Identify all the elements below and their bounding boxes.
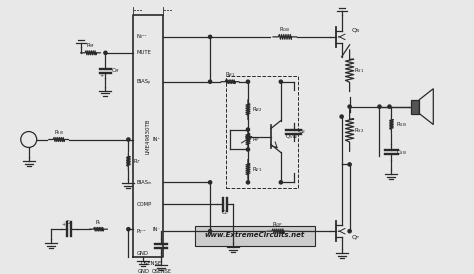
Text: IN⁻: IN⁻ <box>152 227 160 232</box>
Text: C$_{SN}$: C$_{SN}$ <box>396 148 407 157</box>
Polygon shape <box>411 100 419 114</box>
Text: R$_T$: R$_T$ <box>133 157 142 166</box>
Circle shape <box>209 230 212 233</box>
Text: OSENSE: OSENSE <box>141 261 162 266</box>
Text: BIASₘ: BIASₘ <box>137 180 152 185</box>
Text: R$_{SN}$: R$_{SN}$ <box>396 120 407 129</box>
Circle shape <box>246 148 249 151</box>
Text: P₀ᵁᵀ: P₀ᵁᵀ <box>137 229 146 234</box>
Circle shape <box>279 181 283 184</box>
Circle shape <box>348 230 351 233</box>
Circle shape <box>127 228 130 231</box>
Circle shape <box>340 115 343 118</box>
Text: R$_{B1}$: R$_{B1}$ <box>225 70 235 79</box>
Text: GND: GND <box>137 251 148 256</box>
Text: LME49830TB: LME49830TB <box>146 118 151 154</box>
Text: C$_C$: C$_C$ <box>221 208 229 217</box>
Circle shape <box>209 80 212 83</box>
Text: OSENSE: OSENSE <box>151 269 171 273</box>
Text: GND: GND <box>137 269 149 273</box>
Text: R$_{B2}$: R$_{B2}$ <box>252 105 262 114</box>
Text: +: + <box>99 73 103 78</box>
Text: Q$_P$: Q$_P$ <box>351 233 360 242</box>
Circle shape <box>209 35 212 38</box>
Text: R$_i$: R$_i$ <box>95 218 102 227</box>
Text: R$_{S1}$: R$_{S1}$ <box>355 66 365 75</box>
Text: R$_{GP}$: R$_{GP}$ <box>272 220 283 229</box>
Circle shape <box>348 163 351 166</box>
Text: R$_{E1}$: R$_{E1}$ <box>252 165 262 174</box>
Text: R$_{S2}$: R$_{S2}$ <box>355 126 365 135</box>
Circle shape <box>246 181 249 184</box>
Text: R$_P$: R$_P$ <box>252 135 260 144</box>
Circle shape <box>246 80 249 83</box>
Text: R$_M$: R$_M$ <box>86 41 95 50</box>
Text: C$_M$: C$_M$ <box>111 66 120 75</box>
Text: N₀ᵁᵀ: N₀ᵁᵀ <box>137 34 147 39</box>
Circle shape <box>104 51 107 55</box>
Text: C$_i$: C$_i$ <box>65 218 72 227</box>
Text: IN⁺: IN⁺ <box>152 137 160 142</box>
FancyBboxPatch shape <box>195 226 315 246</box>
Circle shape <box>246 135 249 138</box>
Text: BIASₚ: BIASₚ <box>137 79 151 84</box>
Text: R$_{IN}$: R$_{IN}$ <box>54 128 64 137</box>
Text: www.ExtremeCircuits.net: www.ExtremeCircuits.net <box>205 232 305 238</box>
Text: C$_B$: C$_B$ <box>298 128 306 136</box>
Circle shape <box>378 105 381 108</box>
Circle shape <box>348 105 351 108</box>
Circle shape <box>127 138 130 141</box>
Text: +: + <box>62 222 66 227</box>
Text: MUTE: MUTE <box>137 50 151 55</box>
Text: R$_{GN}$: R$_{GN}$ <box>279 25 291 34</box>
Text: Q$_{VBE}$: Q$_{VBE}$ <box>285 132 299 141</box>
Circle shape <box>388 105 391 108</box>
Circle shape <box>209 181 212 184</box>
Text: COMP: COMP <box>137 202 152 207</box>
Text: Q$_N$: Q$_N$ <box>350 27 361 35</box>
Circle shape <box>279 80 283 83</box>
Circle shape <box>246 128 249 131</box>
